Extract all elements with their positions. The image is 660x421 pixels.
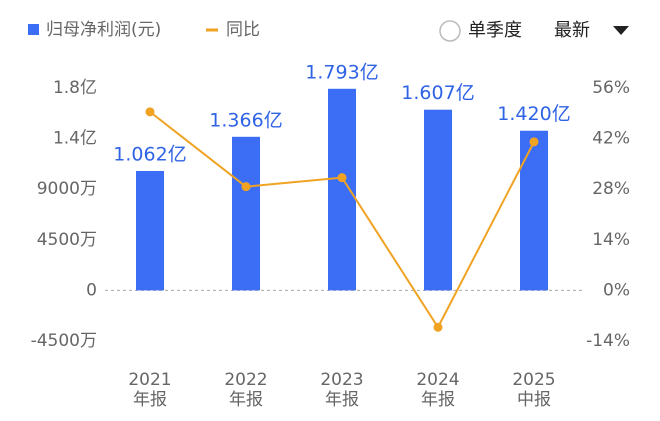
x-tick-label: 2022 年报 <box>224 370 267 410</box>
x-tick-year: 2021 <box>128 370 171 390</box>
legend-label: 同比 <box>226 20 260 40</box>
line-point <box>433 322 443 332</box>
bar <box>136 170 164 291</box>
x-tick-label: 2025 中报 <box>512 370 555 410</box>
value-label: 1.607亿 <box>401 82 474 104</box>
y-tick-label: 1.4亿 <box>53 129 97 149</box>
x-tick-kind: 年报 <box>229 390 263 410</box>
radio[interactable] <box>439 20 461 42</box>
line-point <box>337 173 347 183</box>
dropdown-label[interactable]: 最新 <box>554 20 590 41</box>
x-tick-label: 2023 年报 <box>320 370 363 410</box>
line-point <box>241 182 251 192</box>
bar <box>328 88 356 291</box>
dropdown[interactable]: 最新 <box>554 20 629 41</box>
line-point <box>145 107 155 117</box>
y2-tick-label: 14% <box>592 230 630 250</box>
y2-tick-label: 28% <box>592 179 630 199</box>
x-tick-kind: 年报 <box>325 390 359 410</box>
x-tick-label: 2021 年报 <box>128 370 171 410</box>
legend-swatch <box>28 24 39 35</box>
y2-tick-label: -14% <box>586 331 630 351</box>
legend-label: 归母净利润(元) <box>46 20 161 40</box>
line-point <box>529 137 539 147</box>
bar <box>232 136 260 291</box>
value-label: 1.062亿 <box>113 143 186 165</box>
x-tick-kind: 年报 <box>421 390 455 410</box>
y-tick-label: 4500万 <box>37 230 97 250</box>
value-label: 1.366亿 <box>209 109 282 131</box>
y-tick-label: 9000万 <box>37 179 97 199</box>
y-tick-label: -4500万 <box>31 331 97 351</box>
x-tick-label: 2024 年报 <box>416 370 459 410</box>
bar <box>520 130 548 291</box>
x-tick-year: 2022 <box>224 370 267 390</box>
bar <box>424 109 452 291</box>
x-tick-kind: 中报 <box>517 390 551 410</box>
toggle-label[interactable]: 单季度 <box>468 20 522 41</box>
x-tick-year: 2023 <box>320 370 363 390</box>
y2-tick-label: 56% <box>592 78 630 98</box>
y-tick-label: 1.8亿 <box>53 78 97 98</box>
y-tick-label: 0 <box>86 280 97 300</box>
x-tick-year: 2025 <box>512 370 555 390</box>
value-label: 1.793亿 <box>305 61 378 83</box>
dropdown-arrow[interactable] <box>613 26 629 35</box>
x-tick-kind: 年报 <box>133 390 167 410</box>
y2-tick-label: 0% <box>603 280 630 300</box>
toggle[interactable]: 单季度 <box>439 20 522 42</box>
value-label: 1.420亿 <box>497 103 570 125</box>
y2-tick-label: 42% <box>592 129 630 149</box>
x-tick-year: 2024 <box>416 370 459 390</box>
